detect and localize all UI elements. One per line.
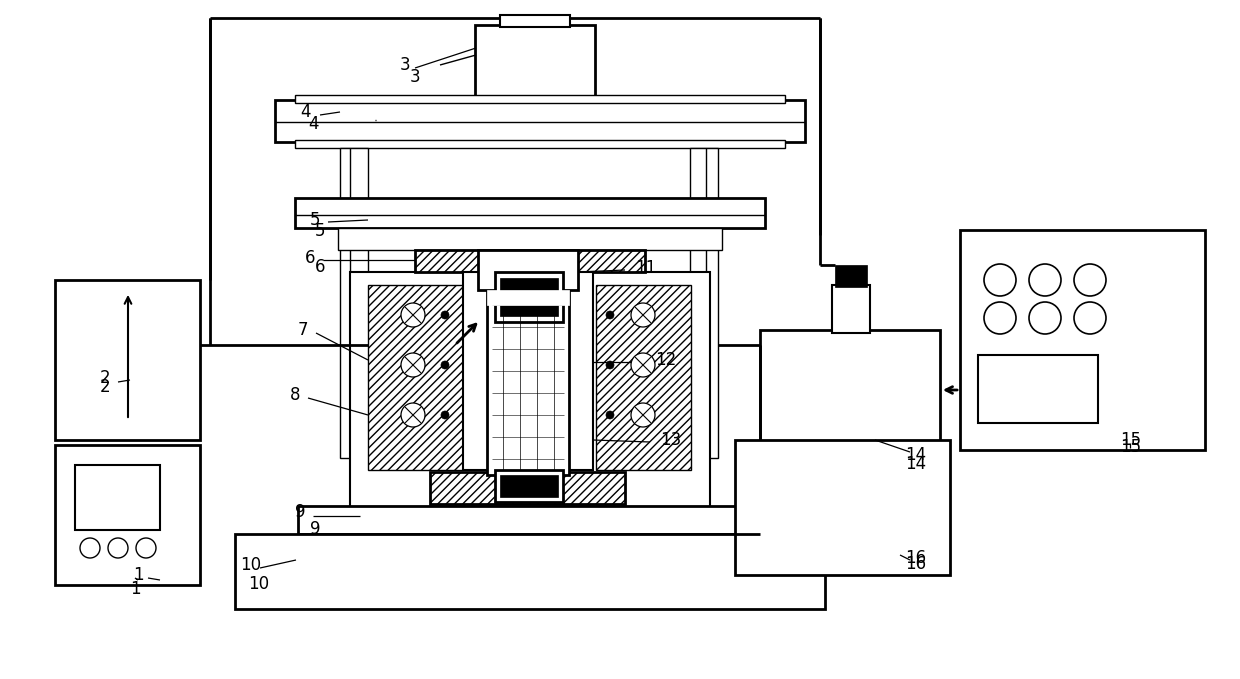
Text: 12: 12 xyxy=(655,351,676,369)
Bar xyxy=(295,95,785,103)
Bar xyxy=(495,470,563,502)
Bar xyxy=(236,534,825,609)
Text: 10: 10 xyxy=(241,556,262,574)
Text: 14: 14 xyxy=(905,455,926,473)
Bar xyxy=(487,290,569,475)
Text: 16: 16 xyxy=(905,555,926,573)
Bar xyxy=(760,330,940,450)
Text: 16: 16 xyxy=(905,549,926,567)
Bar xyxy=(960,230,1205,450)
Circle shape xyxy=(606,311,614,319)
Text: 15: 15 xyxy=(1120,431,1141,449)
Bar xyxy=(298,506,760,534)
Circle shape xyxy=(1029,264,1061,296)
Circle shape xyxy=(985,264,1016,296)
Bar xyxy=(275,100,805,142)
Text: 14: 14 xyxy=(905,446,926,464)
Text: 1: 1 xyxy=(133,566,144,584)
Bar xyxy=(978,355,1097,423)
Circle shape xyxy=(606,361,614,369)
Bar xyxy=(735,440,950,575)
Circle shape xyxy=(441,361,449,369)
Circle shape xyxy=(108,538,128,558)
Circle shape xyxy=(631,353,655,377)
Text: 6: 6 xyxy=(315,258,325,276)
Bar xyxy=(500,475,558,497)
Bar xyxy=(596,285,691,470)
Bar xyxy=(477,250,578,290)
Text: 2: 2 xyxy=(100,378,110,396)
Text: 3: 3 xyxy=(401,56,410,74)
Bar xyxy=(350,272,711,507)
Text: 15: 15 xyxy=(1120,438,1141,456)
Bar xyxy=(339,228,722,250)
Circle shape xyxy=(401,303,425,327)
Text: 7: 7 xyxy=(298,321,309,339)
Bar xyxy=(74,465,160,530)
Bar xyxy=(340,148,368,458)
Text: 8: 8 xyxy=(290,386,300,404)
Text: 6: 6 xyxy=(305,249,315,267)
Text: 9: 9 xyxy=(310,520,320,538)
Bar xyxy=(773,450,817,488)
Circle shape xyxy=(631,403,655,427)
Circle shape xyxy=(985,302,1016,334)
Text: 13: 13 xyxy=(660,431,681,449)
Circle shape xyxy=(631,303,655,327)
Text: 10: 10 xyxy=(248,575,269,593)
Text: 4: 4 xyxy=(300,103,310,121)
Text: 5: 5 xyxy=(310,211,320,229)
Text: 11: 11 xyxy=(635,259,656,277)
Text: 9: 9 xyxy=(295,503,305,521)
Bar xyxy=(495,272,563,322)
Circle shape xyxy=(1029,302,1061,334)
Circle shape xyxy=(401,353,425,377)
Circle shape xyxy=(606,411,614,419)
Bar xyxy=(872,450,918,488)
Text: 5: 5 xyxy=(315,222,325,240)
Bar xyxy=(553,272,593,470)
Text: 1: 1 xyxy=(130,580,140,598)
Circle shape xyxy=(441,411,449,419)
Bar xyxy=(55,445,200,585)
Bar xyxy=(430,472,625,504)
Bar xyxy=(475,25,595,100)
Bar xyxy=(689,148,718,458)
Bar xyxy=(415,250,645,272)
Bar xyxy=(463,272,503,470)
Bar xyxy=(832,285,870,333)
Text: 2: 2 xyxy=(100,369,110,387)
Bar xyxy=(368,285,463,470)
Bar xyxy=(295,198,765,228)
Circle shape xyxy=(401,403,425,427)
Bar xyxy=(295,140,785,148)
Circle shape xyxy=(81,538,100,558)
Circle shape xyxy=(1074,264,1106,296)
Circle shape xyxy=(1074,302,1106,334)
Circle shape xyxy=(441,311,449,319)
Bar xyxy=(500,15,570,27)
Circle shape xyxy=(136,538,156,558)
Text: 4: 4 xyxy=(308,115,319,133)
Bar xyxy=(500,278,558,316)
Text: 3: 3 xyxy=(410,68,420,86)
Bar xyxy=(55,280,200,440)
Bar xyxy=(487,290,569,305)
Bar xyxy=(835,265,867,287)
